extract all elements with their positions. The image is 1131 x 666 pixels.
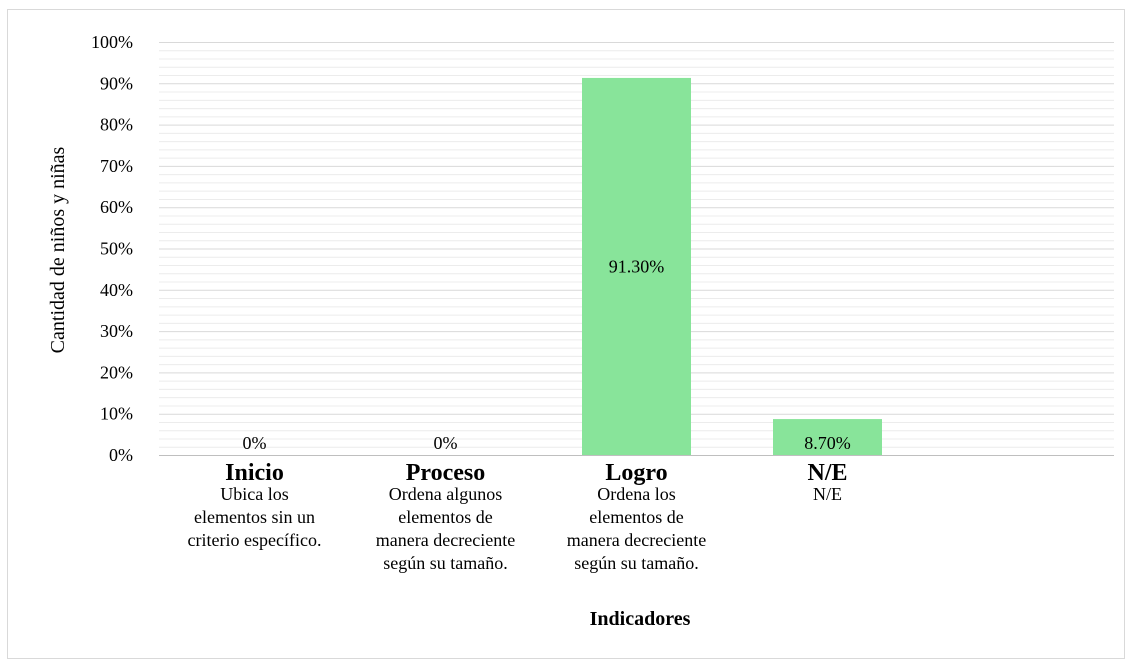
- bar-n-e: [773, 419, 882, 455]
- category-description-line: manera decreciente: [376, 530, 515, 550]
- category-label: Logro: [605, 460, 667, 486]
- y-tick-label: 80%: [100, 115, 133, 135]
- y-tick-label: 70%: [100, 156, 133, 176]
- category-description-line: elementos sin un: [194, 507, 315, 527]
- category-description-line: Ubica los: [220, 484, 288, 504]
- y-tick-label: 60%: [100, 197, 133, 217]
- category-description-line: manera decreciente: [567, 530, 706, 550]
- data-label: 0%: [243, 433, 267, 453]
- y-tick-label: 100%: [91, 32, 133, 52]
- x-axis-label: Indicadores: [590, 608, 691, 630]
- bar-chart: 0% 10% 20% 30% 40% 50% 60% 70% 80% 90% 100% 0% 0% 91…: [47, 32, 1114, 630]
- data-label: 91.30%: [609, 256, 665, 276]
- bars: [582, 77, 882, 455]
- data-label: 8.70%: [804, 433, 851, 453]
- category-description-line: Ordena algunos: [389, 484, 502, 504]
- data-label: 0%: [434, 433, 458, 453]
- y-tick-label: 50%: [100, 239, 133, 259]
- y-tick-label: 0%: [109, 445, 133, 465]
- category-description-line: criterio específico.: [188, 530, 322, 550]
- y-tick-label: 10%: [100, 404, 133, 424]
- category-description-line: elementos de: [589, 507, 683, 527]
- y-axis-label: Cantidad de niños y niñas: [47, 146, 69, 353]
- bar-logro: [582, 77, 691, 455]
- y-tick-label: 20%: [100, 362, 133, 382]
- y-tick-label: 90%: [100, 73, 133, 93]
- category-description-line: Ordena los: [597, 484, 675, 504]
- chart-container: 0% 10% 20% 30% 40% 50% 60% 70% 80% 90% 100% 0% 0% 91…: [7, 9, 1125, 659]
- category-label: Proceso: [406, 460, 486, 486]
- y-tick-label: 30%: [100, 321, 133, 341]
- category-description-line: según su tamaño.: [574, 553, 698, 573]
- category-label: N/E: [807, 460, 847, 486]
- category-label: Inicio: [225, 460, 284, 486]
- category-description-line: N/E: [813, 484, 842, 504]
- category-description-line: elementos de: [398, 507, 492, 527]
- category-description-line: según su tamaño.: [383, 553, 507, 573]
- data-labels: 0% 0% 91.30% 8.70%: [243, 256, 851, 453]
- y-tick-label: 40%: [100, 280, 133, 300]
- y-axis-ticks: 0% 10% 20% 30% 40% 50% 60% 70% 80% 90% 100%: [91, 32, 133, 465]
